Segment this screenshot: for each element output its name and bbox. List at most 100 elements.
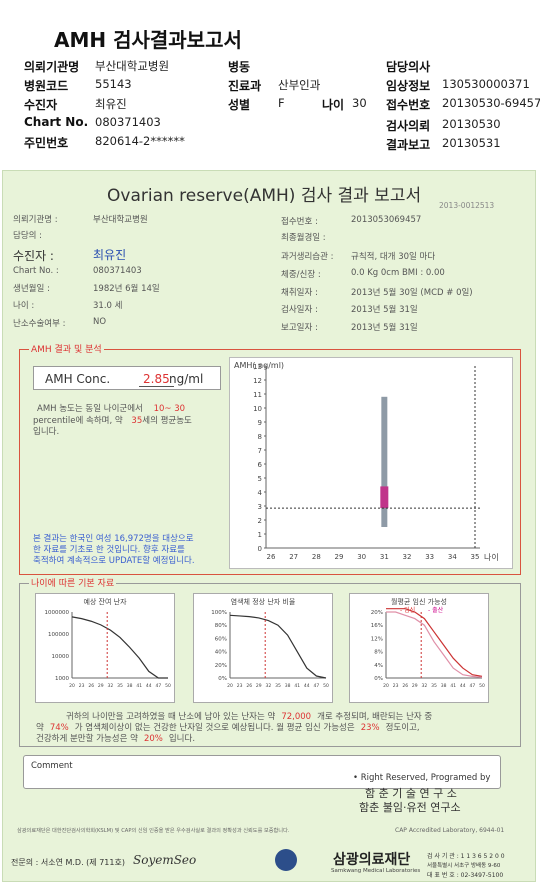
x-tick-label: 41: [450, 683, 456, 689]
x-tick-label: 47: [470, 683, 476, 689]
header-right-label: 접수번호: [386, 98, 431, 112]
y-tick-label: 1000: [55, 676, 69, 682]
interp-line1: AMH 농도는 동일 나이군에서 10~ 30: [37, 402, 185, 414]
lab-name1: 함 춘 기 술 연 구 소: [365, 787, 457, 800]
y-axis-label: AMH( ng/ml): [234, 361, 284, 370]
chart-title: 예상 잔여 난자: [83, 597, 127, 606]
x-tick-label: 32: [108, 683, 114, 689]
y-tick-label: 0: [258, 545, 262, 553]
header-right-value: 130530000371: [442, 77, 530, 91]
percentile-high: 30: [174, 404, 186, 414]
footer-note: 삼광의료재단은 대한진단검사의학회(KSLM) 및 CAP의 신임 인증을 받은…: [17, 828, 290, 834]
series-line: [386, 611, 483, 678]
header-right-value: 20130531: [442, 136, 501, 150]
header-left-value: 최유진: [95, 97, 127, 111]
x-tick-label: 50: [323, 683, 329, 689]
header-age-value: 30: [352, 96, 367, 110]
note-line: 한 자료를 기초로 한 것입니다. 향후 자료를: [33, 545, 185, 555]
y-tick-label: 100000: [48, 632, 69, 638]
y-tick-label: 100%: [211, 610, 227, 616]
info-value: 최유진: [93, 248, 127, 262]
addr-3: 대 표 번 호 : 02-3497-5100: [427, 872, 504, 879]
header-left-label: Chart No.: [24, 115, 89, 129]
info-label: 난소수술여부 :: [13, 319, 66, 329]
y-tick-label: 5: [258, 475, 262, 483]
y-tick-label: 10000: [52, 654, 70, 660]
y-tick-label: 10: [253, 405, 262, 413]
summary-text: 가 염색체이상이 없는 건강한 난자일 것으로 예상됩니다. 월 평균 임신 가…: [74, 723, 355, 733]
signature: SoyemSeo: [133, 853, 197, 867]
age-section-title: 나이에 따른 기본 자료: [29, 576, 117, 589]
info-label: 체중/신장 :: [281, 270, 321, 280]
info-value: 1982년 6월 14일: [93, 284, 160, 294]
info-value: 부산대학교병원: [93, 215, 148, 225]
header-right-label: 검사의뢰: [386, 119, 431, 133]
info-value: 2013053069457: [351, 215, 422, 225]
series-line: [386, 608, 483, 677]
x-tick-label: 32: [422, 683, 428, 689]
amh-chart-box: AMH( ng/ml) 0 1 2 3 4 5 6 7 8 9 10 11 12 13 26 27 28 29 30 3…: [229, 357, 513, 569]
header-age-label: 나이: [322, 98, 345, 112]
addr-2: 서울특별시 서초구 방배동 9-60: [427, 863, 501, 869]
page-title: AMH 검사결과보고서: [54, 28, 242, 52]
x-tick-label: 50: [479, 683, 485, 689]
legend-birth: - 출산: [428, 606, 444, 614]
info-value: 080371403: [93, 266, 142, 276]
header-mid-label: 진료과: [228, 79, 262, 93]
summary-line: 귀하의 나이만을 고려하였을 때 난소에 남아 있는 난자는 약 72,000 개로…: [63, 710, 435, 722]
chart-title: 월평균 임신 가능성: [391, 597, 447, 606]
x-tick-label: 47: [314, 683, 320, 689]
rights-line: • Right Reserved, Programed by: [353, 773, 491, 783]
x-tick-label: 30: [357, 553, 366, 561]
info-label: 검사일자 :: [281, 305, 318, 315]
x-tick-label: 20: [69, 683, 75, 689]
org-logo-icon: [275, 849, 297, 871]
amh-value: 2.85: [139, 372, 174, 387]
age-equivalent: 35: [131, 416, 143, 426]
addr-1: 검 사 기 관 : 1 1 3 6 5 2 0 0: [427, 853, 505, 860]
y-tick-label: 13: [253, 363, 262, 371]
info-value: 2013년 5월 31일: [351, 305, 418, 315]
x-tick-label: 35: [117, 683, 123, 689]
lab-name2: 함춘 불임·유전 연구소: [359, 801, 461, 814]
remaining-eggs-chart-box: 예상 잔여 난자 1000000 100000 10000 1000 20 23 26 29 32…: [35, 593, 175, 703]
specialist: 전문의 : 서소연 M.D. (제 711호): [11, 858, 125, 867]
header-right-value: 20130530-69457: [442, 96, 540, 110]
y-tick-label: 12%: [371, 636, 383, 642]
note-line: 본 결과는 한국인 여성 16,972명을 대상으로: [33, 534, 194, 544]
x-tick-label: 31: [380, 553, 389, 561]
interp-line2: percentile에 속하며, 약 35세의 평균농도: [33, 414, 192, 426]
header-right-label: 결과보고: [386, 138, 431, 152]
interp-line4: 입니다.: [33, 427, 60, 437]
header-mid-label: 성별: [228, 98, 251, 112]
x-tick-label: 44: [146, 683, 152, 689]
header-left-value: 080371403: [95, 115, 161, 129]
x-tick-label: 38: [127, 683, 133, 689]
y-tick-label: 0%: [218, 676, 227, 682]
summary-line: 건강하게 분만할 가능성은 약 20% 입니다.: [33, 732, 198, 744]
normal-eggs-chart-box: 염색체 정상 난자 비율 100% 80% 60% 40% 20% 0% 20 23 26 29 32…: [193, 593, 333, 703]
y-tick-label: 40%: [215, 650, 227, 656]
header-mid-value: F: [278, 96, 285, 110]
info-label: 채취일자 :: [281, 288, 318, 298]
x-tick-label: 26: [402, 683, 408, 689]
summary-text: 입니다.: [168, 734, 196, 744]
header-left-value: 55143: [95, 77, 132, 91]
x-tick-label: 41: [136, 683, 142, 689]
header-left-value: 820614-2******: [95, 134, 185, 148]
x-tick-label: 27: [289, 553, 298, 561]
amh-unit: ng/ml: [169, 372, 204, 386]
info-label: Chart No. :: [13, 266, 59, 276]
interp-text1: AMH 농도는 동일 나이군에서: [37, 404, 143, 414]
info-label: 담당의 :: [13, 231, 43, 241]
interp-text3: 세의 평균농도: [142, 416, 192, 426]
amh-label: AMH Conc.: [45, 372, 111, 386]
y-tick-label: 1: [258, 531, 262, 539]
y-tick-label: 9: [258, 419, 262, 427]
x-tick-label: 23: [237, 683, 243, 689]
header-left-value: 부산대학교병원: [95, 59, 170, 73]
y-tick-label: 3: [258, 503, 262, 511]
